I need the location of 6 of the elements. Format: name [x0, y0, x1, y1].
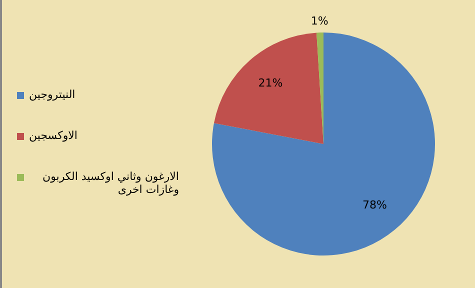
data-label: 21% [258, 76, 283, 90]
legend-label: النيتروجين [29, 88, 76, 101]
data-label: 78% [362, 198, 387, 212]
data-label: 1% [310, 14, 328, 28]
legend-label: الارغون وثاني اوكسيد الكربون وغازات اخرى [42, 170, 179, 196]
legend-label: الاوكسجين [29, 129, 78, 142]
